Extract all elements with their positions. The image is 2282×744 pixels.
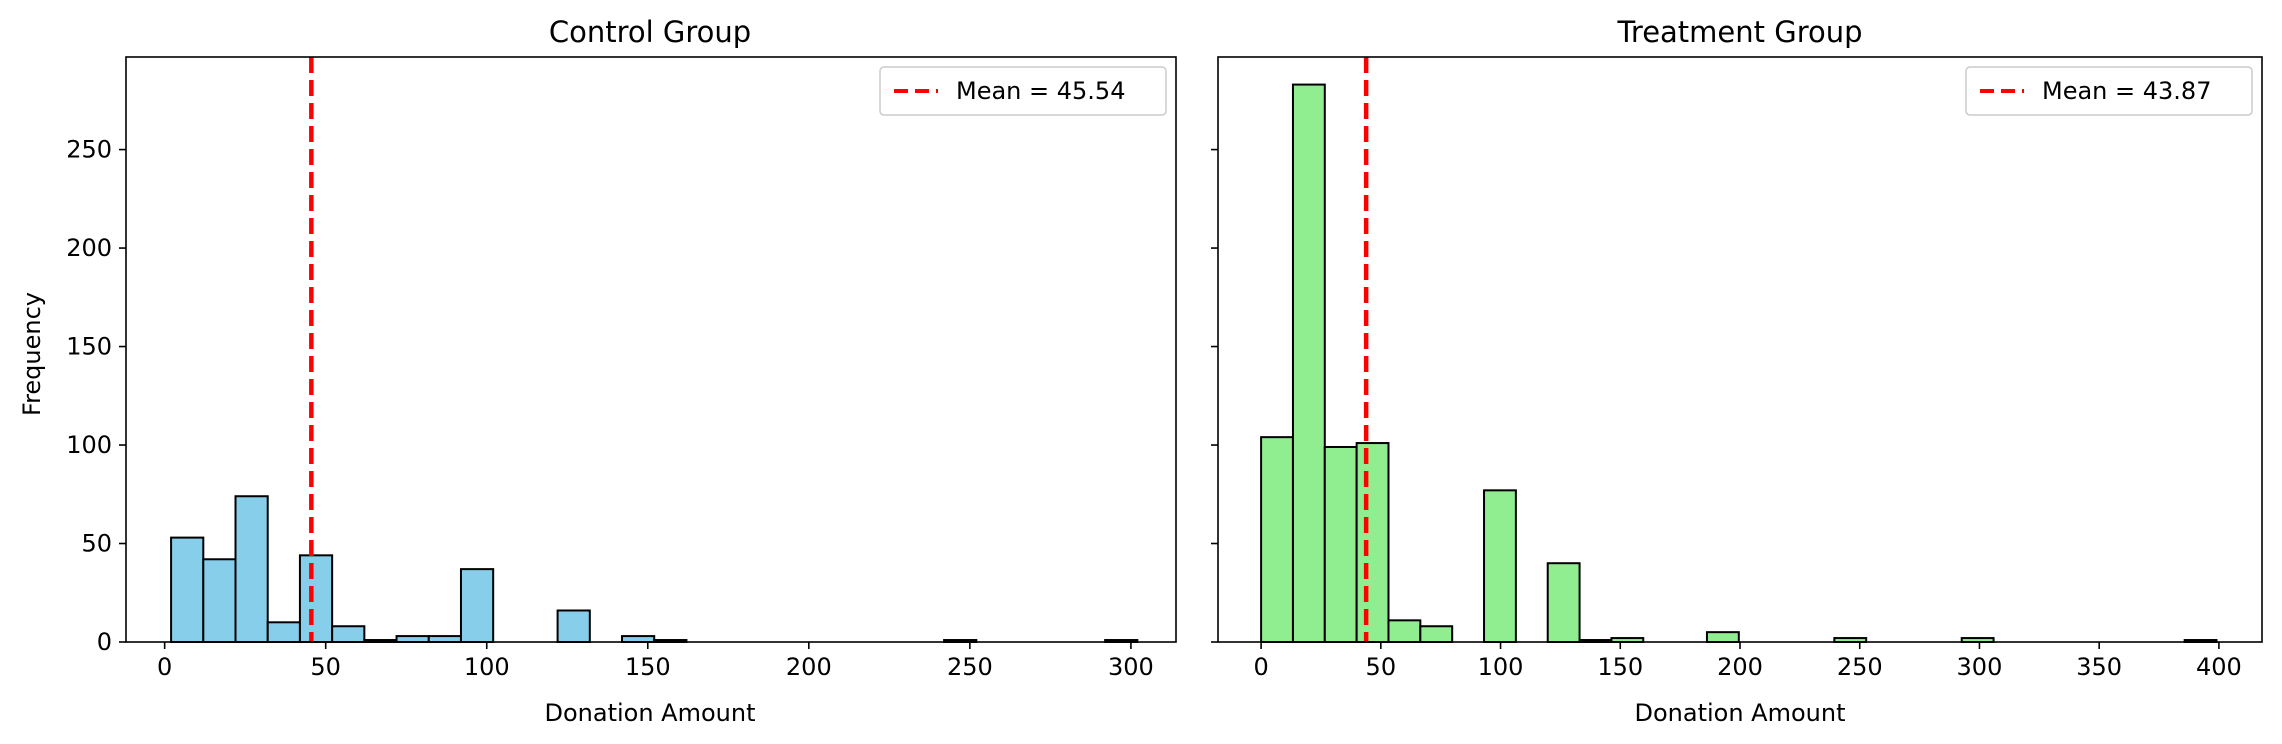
control-histogram-bar-4	[298, 554, 334, 643]
control-histogram-bar-9	[459, 568, 495, 643]
treatment-xtick-label: 200	[1717, 653, 1763, 681]
treatment-group-xlabel: Donation Amount	[1635, 699, 1846, 727]
treatment-histogram-bar-5	[1419, 625, 1454, 644]
control-histogram-bar-11	[621, 635, 656, 643]
control-xtick-label: 200	[786, 653, 832, 681]
control-xtick-label: 0	[157, 653, 172, 681]
treatment-histogram-bar-7	[1546, 562, 1581, 643]
control-ytick-label: 150	[66, 333, 112, 361]
control-histogram-bar-10	[556, 609, 591, 644]
treatment-xtick-label: 250	[1837, 653, 1883, 681]
control-group-title: Control Group	[549, 15, 751, 49]
treatment-xtick-label: 350	[2076, 653, 2122, 681]
treatment-histogram-bar-4	[1387, 619, 1422, 643]
treatment-group-legend: Mean = 43.87	[1965, 66, 2253, 116]
control-xtick-label: 250	[947, 653, 993, 681]
treatment-histogram-bar-6	[1483, 489, 1517, 644]
control-xtick-label: 100	[464, 653, 510, 681]
treatment-group-bars	[1260, 83, 2218, 644]
treatment-group-axes-frame	[1217, 56, 2263, 643]
control-histogram-bar-8	[427, 635, 462, 643]
control-group-legend-box	[879, 66, 1167, 116]
control-group-ylabel: Frequency	[18, 292, 46, 416]
treatment-xtick-label: 50	[1366, 653, 1397, 681]
treatment-group-title: Treatment Group	[1616, 15, 1862, 49]
treatment-histogram-bar-2	[1323, 446, 1358, 643]
control-xtick-label: 300	[1108, 653, 1154, 681]
treatment-xtick-label: 400	[2196, 653, 2242, 681]
treatment-histogram-bar-1	[1291, 83, 1326, 644]
control-ytick-label: 0	[97, 628, 112, 656]
treatment-xtick-label: 0	[1253, 653, 1268, 681]
treatment-histogram-bar-0	[1260, 436, 1294, 643]
control-histogram-bar-0	[170, 536, 205, 644]
control-group-legend: Mean = 45.54	[879, 66, 1167, 116]
control-group-axes-frame	[125, 56, 1177, 643]
control-histogram-bar-2	[234, 495, 269, 643]
control-group-legend-label: Mean = 45.54	[956, 77, 1125, 105]
control-ytick-label: 250	[66, 136, 112, 164]
treatment-group-legend-box	[1965, 66, 2253, 116]
control-ytick-label: 50	[81, 530, 112, 558]
control-group-xlabel: Donation Amount	[545, 699, 756, 727]
treatment-xtick-label: 300	[1957, 653, 2003, 681]
treatment-histogram-bar-3	[1355, 442, 1390, 643]
control-group-ticks: 0 50 100 150 200 250 300 0 50 100 150 200 250	[66, 136, 1154, 681]
control-histogram-bar-1	[202, 558, 237, 643]
control-histogram-bar-3	[266, 621, 301, 644]
control-group-bars	[170, 495, 1139, 644]
control-xtick-label: 50	[310, 653, 341, 681]
control-xtick-label: 150	[625, 653, 671, 681]
treatment-group-legend-label: Mean = 43.87	[2042, 77, 2211, 105]
treatment-group-ticks: 0 50 100 150 200 250 300 350 400	[1211, 148, 2242, 681]
treatment-group-panel: Treatment Group Donation Amount 0 50 100 15…	[1211, 15, 2263, 727]
control-ytick-label: 200	[66, 234, 112, 262]
control-histogram-bar-5	[331, 625, 366, 644]
treatment-xtick-label: 150	[1597, 653, 1643, 681]
treatment-histogram-bar-10	[1705, 631, 1740, 643]
treatment-xtick-label: 100	[1478, 653, 1524, 681]
control-group-panel: Control Group Donation Amount Frequency …	[18, 15, 1177, 727]
control-histogram-bar-7	[395, 635, 430, 643]
control-ytick-label: 100	[66, 431, 112, 459]
